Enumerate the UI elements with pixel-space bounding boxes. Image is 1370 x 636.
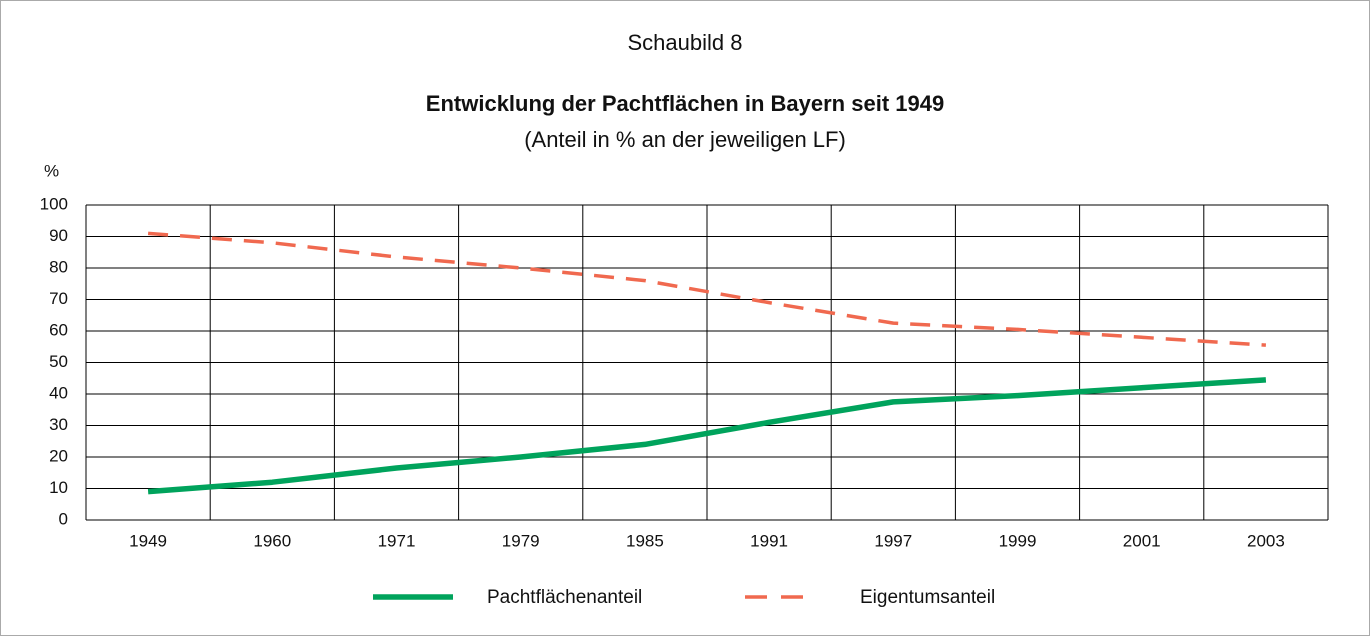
chart-title: Entwicklung der Pachtflächen in Bayern s… [426, 91, 944, 116]
x-tick-label: 2003 [1247, 531, 1285, 550]
y-tick-label: 20 [49, 446, 68, 465]
x-tick-label: 1949 [129, 531, 167, 550]
y-tick-label: 60 [49, 320, 68, 339]
x-tick-label: 1997 [874, 531, 912, 550]
series-line [147, 377, 1267, 495]
y-tick-label: 80 [49, 257, 68, 276]
y-tick-label: 70 [49, 289, 68, 308]
y-tick-label: 0 [59, 509, 68, 528]
y-tick-label: 10 [49, 478, 68, 497]
legend-label: Eigentumsanteil [860, 587, 995, 608]
y-axis-label: % [44, 161, 59, 180]
legend-label: Pachtflächenanteil [487, 587, 642, 608]
x-tick-label: 1999 [999, 531, 1037, 550]
x-tick-label: 1985 [626, 531, 664, 550]
series-line [147, 231, 1267, 347]
y-tick-label: 100 [40, 194, 68, 213]
x-tick-label: 1971 [378, 531, 416, 550]
x-tick-label: 1979 [502, 531, 540, 550]
y-tick-label: 30 [49, 415, 68, 434]
x-tick-label: 2001 [1123, 531, 1161, 550]
y-tick-label: 40 [49, 383, 68, 402]
y-tick-label: 50 [49, 352, 68, 371]
chart-subtitle: (Anteil in % an der jeweiligen LF) [524, 127, 846, 152]
y-tick-label: 90 [49, 226, 68, 245]
x-tick-label: 1991 [750, 531, 788, 550]
figure-label: Schaubild 8 [628, 30, 743, 55]
x-tick-label: 1960 [253, 531, 291, 550]
